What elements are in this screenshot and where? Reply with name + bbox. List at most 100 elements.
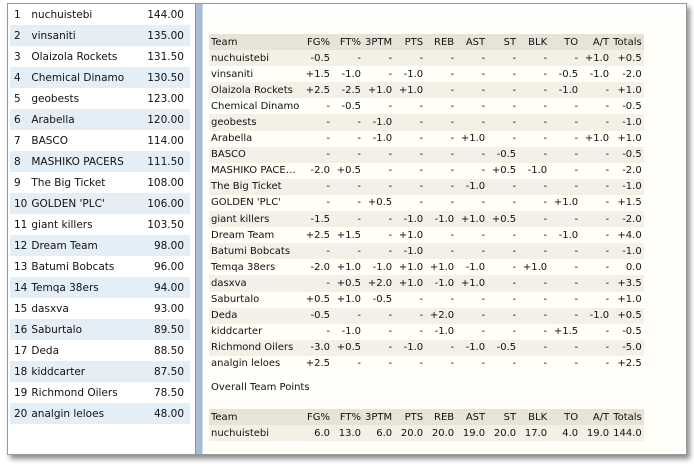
standings-row[interactable]: 17 Deda 88.50 xyxy=(10,340,190,361)
changes-team-cell[interactable]: Temqa 38ers xyxy=(211,261,276,273)
changes-team-cell[interactable]: Saburtalo xyxy=(211,294,260,306)
standings-team-name[interactable]: giant killers xyxy=(31,218,93,231)
standings-row[interactable]: 14 Temqa 38ers 94.00 xyxy=(10,277,190,298)
standings-row[interactable]: 12 Dream Team 98.00 xyxy=(10,235,190,256)
overall-column-header[interactable]: TO xyxy=(549,409,581,425)
standings-row[interactable]: 7 BASCO 114.00 xyxy=(10,130,190,151)
standings-team-name[interactable]: Dream Team xyxy=(29,235,140,256)
standings-team-name[interactable]: Batumi Bobcats xyxy=(31,260,115,273)
standings-row[interactable]: 18 kiddcarter 87.50 xyxy=(10,361,190,382)
changes-team-cell[interactable]: Dream Team xyxy=(211,229,275,241)
standings-row[interactable]: 1 nuchuistebi 144.00 xyxy=(10,4,190,25)
overall-column-header[interactable]: REB xyxy=(425,409,457,425)
overall-column-header[interactable]: ST xyxy=(487,409,519,425)
standings-points: 114.00 xyxy=(147,134,184,147)
standings-row[interactable]: 16 Saburtalo 89.50 xyxy=(10,319,190,340)
changes-value-cell: - xyxy=(425,178,457,195)
standings-team-name[interactable]: Deda xyxy=(31,344,60,357)
changes-team-cell[interactable]: Deda xyxy=(209,307,301,324)
standings-team-name[interactable]: analgin leloes xyxy=(29,403,140,424)
changes-team-cell[interactable]: BASCO xyxy=(209,146,301,163)
changes-team-cell[interactable]: Batumi Bobcats xyxy=(209,243,301,260)
standings-team-name[interactable]: Arabella xyxy=(29,109,140,130)
changes-column-header[interactable]: FG% xyxy=(301,34,332,51)
changes-table-row: dasxva - +0.5 +2.0 +1.0 -1.0 +1.0- - - - +3.5 xyxy=(209,275,644,292)
panel-divider[interactable] xyxy=(195,4,203,454)
changes-column-header[interactable]: REB xyxy=(425,34,457,51)
changes-team-cell[interactable]: giant killers xyxy=(209,211,301,228)
changes-team-cell[interactable]: kiddcarter xyxy=(211,326,263,338)
standings-team-name[interactable]: vinsaniti xyxy=(29,25,140,46)
overall-column-header[interactable]: FT% xyxy=(332,409,363,425)
changes-column-header[interactable]: Team xyxy=(209,34,301,51)
standings-row[interactable]: 10 GOLDEN 'PLC' 106.00 xyxy=(10,193,190,214)
standings-team-name[interactable]: MASHIKO PACERS xyxy=(29,151,140,172)
standings-row[interactable]: 19 Richmond Oilers 78.50 xyxy=(10,382,190,403)
changes-column-header[interactable]: AST xyxy=(456,34,488,51)
standings-row[interactable]: 9 The Big Ticket 108.00 xyxy=(10,172,190,193)
standings-points: 48.00 xyxy=(139,403,190,424)
changes-team-cell[interactable]: Arabella xyxy=(211,133,253,145)
standings-team-name[interactable]: BASCO xyxy=(31,134,69,147)
overall-column-header[interactable]: AST xyxy=(456,409,488,425)
changes-column-header[interactable]: PTS xyxy=(394,34,426,51)
standings-rank: 13 xyxy=(14,260,28,273)
standings-team-name[interactable]: kiddcarter xyxy=(29,361,140,382)
changes-value-cell: - xyxy=(450,100,455,112)
standings-team-name[interactable]: dasxva xyxy=(31,302,69,315)
changes-column-header[interactable]: 3PTM xyxy=(363,34,395,51)
standings-points: 103.50 xyxy=(147,218,184,231)
changes-value-cell: -1.0 xyxy=(372,133,393,145)
changes-value-cell: -0.5 xyxy=(611,146,644,163)
standings-row[interactable]: 11 giant killers 103.50 xyxy=(10,214,190,235)
overall-column-header[interactable]: BLK xyxy=(518,409,550,425)
changes-table-row: BASCO - - - - - - -0.5- - - -0.5 xyxy=(209,146,644,163)
changes-value-cell: - xyxy=(543,100,548,112)
changes-column-header[interactable]: BLK xyxy=(518,34,550,51)
standings-row[interactable]: 15 dasxva 93.00 xyxy=(10,298,190,319)
overall-column-header[interactable]: FG% xyxy=(301,409,332,425)
standings-row[interactable]: 3 Olaizola Rockets 131.50 xyxy=(10,46,190,67)
changes-team-cell[interactable]: analgin leloes xyxy=(211,358,281,370)
changes-team-cell[interactable]: dasxva xyxy=(209,275,301,292)
changes-value-cell: - xyxy=(605,294,610,306)
overall-column-header[interactable]: 3PTM xyxy=(363,409,395,425)
standings-team-name[interactable]: geobests xyxy=(31,92,80,105)
standings-team-name[interactable]: nuchuistebi xyxy=(31,8,93,21)
overall-column-header[interactable]: A/T xyxy=(580,409,612,425)
standings-row[interactable]: 8 MASHIKO PACERS 111.50 xyxy=(10,151,190,172)
standings-team-name[interactable]: The Big Ticket xyxy=(31,176,106,189)
changes-team-cell[interactable]: Richmond Oilers xyxy=(209,339,301,356)
changes-team-cell[interactable]: MASHIKO PACE… xyxy=(211,165,296,177)
changes-team-cell[interactable]: The Big Ticket xyxy=(209,178,301,195)
standings-row[interactable]: 13 Batumi Bobcats 96.00 xyxy=(10,256,190,277)
changes-column-header[interactable]: A/T xyxy=(580,34,612,51)
changes-column-header[interactable]: ST xyxy=(487,34,519,51)
changes-column-header[interactable]: TO xyxy=(549,34,581,51)
changes-column-header[interactable]: Totals xyxy=(611,34,644,51)
overall-column-header[interactable]: Totals xyxy=(611,409,644,425)
changes-column-header[interactable]: FT% xyxy=(332,34,363,51)
standings-team-name[interactable]: Temqa 38ers xyxy=(29,277,140,298)
overall-team-cell[interactable]: nuchuistebi xyxy=(209,425,301,441)
changes-value-cell: -0.5 xyxy=(301,307,332,324)
changes-value-cell: - xyxy=(481,100,486,112)
changes-team-cell[interactable]: nuchuistebi xyxy=(209,50,301,67)
standings-row[interactable]: 5 geobests 123.00 xyxy=(10,88,190,109)
standings-team-name[interactable]: Chemical Dinamo xyxy=(29,67,140,88)
standings-team-name[interactable]: Richmond Oilers xyxy=(31,386,118,399)
standings-team-name[interactable]: Saburtalo xyxy=(29,319,140,340)
standings-row[interactable]: 4 Chemical Dinamo 130.50 xyxy=(10,67,190,88)
overall-column-header[interactable]: Team xyxy=(209,409,301,425)
changes-team-cell[interactable]: Chemical Dinamo xyxy=(211,100,300,112)
changes-team-cell[interactable]: GOLDEN 'PLC' xyxy=(211,197,281,209)
standings-row[interactable]: 2 vinsaniti 135.00 xyxy=(10,25,190,46)
standings-row[interactable]: 6 Arabella 120.00 xyxy=(10,109,190,130)
standings-team-name[interactable]: GOLDEN 'PLC' xyxy=(29,193,140,214)
overall-column-header[interactable]: PTS xyxy=(394,409,426,425)
standings-row[interactable]: 20 analgin leloes 48.00 xyxy=(10,403,190,424)
changes-team-cell[interactable]: geobests xyxy=(209,114,301,131)
changes-team-cell[interactable]: Olaizola Rockets xyxy=(209,82,301,99)
changes-team-cell[interactable]: vinsaniti xyxy=(211,68,254,80)
standings-team-name[interactable]: Olaizola Rockets xyxy=(31,50,118,63)
